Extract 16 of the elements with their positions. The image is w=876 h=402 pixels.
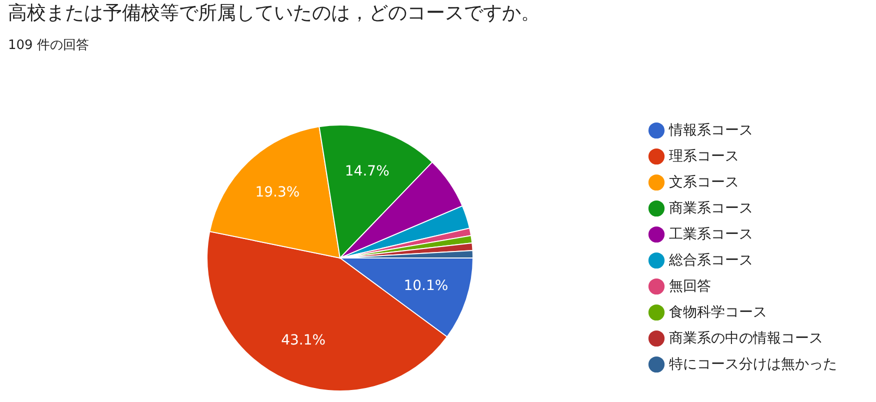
legend-label: 無回答 <box>669 278 711 294</box>
legend-label: 理系コース <box>669 148 739 164</box>
legend-label: 文系コース <box>669 174 739 190</box>
legend-label: 工業系コース <box>669 226 753 242</box>
data-label: 43.1% <box>281 332 326 349</box>
legend-label: 商業系の中の情報コース <box>669 330 823 346</box>
data-label: 14.7% <box>344 164 390 180</box>
data-label: 19.3% <box>255 184 300 201</box>
text: 109 件の回答 <box>8 38 89 53</box>
legend-label: 商業系コース <box>669 200 753 216</box>
legend-label: 情報系コース <box>668 122 753 138</box>
legend-label: 食物科学コース <box>669 304 767 320</box>
legend-label: 特にコース分けは無かった <box>669 356 837 372</box>
legend-label: 総合系コース <box>668 252 753 268</box>
data-label: 10.1% <box>404 278 448 294</box>
chart-title: 高校または予備校等で所属していたのは，どのコースですか。 <box>8 2 540 24</box>
